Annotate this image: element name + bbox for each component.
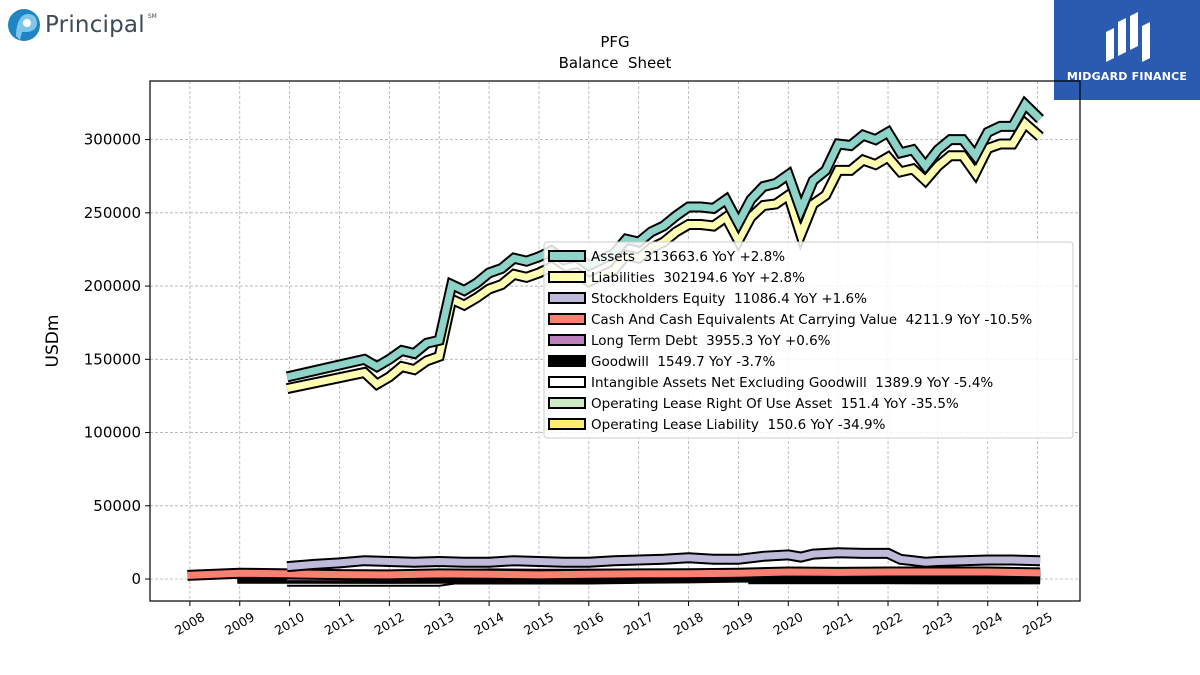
legend-label: Operating Lease Right Of Use Asset 151.4… [591, 396, 959, 412]
y-tick-label: 250000 [84, 204, 141, 222]
x-tick-label: 2015 [521, 609, 556, 638]
x-tick-label: 2022 [870, 609, 905, 638]
series-assets [285, 95, 1044, 383]
x-tick-label: 2023 [920, 609, 955, 638]
x-tick-label: 2019 [721, 609, 756, 638]
x-tick-label: 2008 [172, 609, 207, 638]
x-tick-label: 2017 [621, 609, 656, 638]
legend-swatch [548, 355, 586, 367]
series-line [286, 98, 1043, 381]
x-tick-label: 2024 [970, 609, 1005, 638]
legend: Assets 313663.6 YoY +2.8% Liabilities 302… [543, 241, 1074, 439]
y-tick-label: 50000 [93, 497, 141, 515]
legend-swatch [548, 292, 586, 304]
principal-logo-text: Principal [45, 12, 145, 38]
x-tick-label: 2010 [272, 609, 307, 638]
x-tick-label: 2012 [372, 609, 407, 638]
series-lines [187, 95, 1044, 587]
series-line [187, 568, 1041, 579]
legend-swatch [548, 250, 586, 262]
midgard-finance-logo: MIDGARD FINANCE [1054, 0, 1200, 100]
legend-swatch [548, 376, 586, 388]
x-tick-label: 2009 [222, 609, 257, 638]
service-mark: SM [147, 12, 157, 20]
y-tick-label: 150000 [84, 350, 141, 368]
legend-label: Goodwill 1549.7 YoY -3.7% [591, 354, 776, 370]
x-tick-label: 2014 [471, 609, 506, 638]
principal-logo: Principal SM [6, 4, 157, 46]
plot-frame [149, 80, 1081, 602]
legend-swatch [548, 313, 586, 325]
legend-swatch [548, 334, 586, 346]
y-tick-label: 300000 [84, 131, 141, 149]
chart-ticker: PFG [600, 33, 629, 51]
legend-box [543, 241, 1074, 439]
legend-label: Liabilities 302194.6 YoY +2.8% [591, 270, 805, 286]
y-tick-label: 200000 [84, 277, 141, 295]
chart-title: Balance Sheet [559, 54, 672, 72]
legend-label: Intangible Assets Net Excluding Goodwill… [591, 375, 993, 391]
principal-logo-icon [8, 9, 40, 41]
legend-label: Cash And Cash Equivalents At Carrying Va… [591, 312, 1032, 328]
y-axis-label: USDm [43, 315, 63, 368]
x-tick-label: 2016 [571, 609, 606, 638]
midgard-finance-text: MIDGARD FINANCE [1066, 70, 1188, 83]
series-stockholders-equity [286, 547, 1041, 573]
y-tick-label: 0 [131, 570, 141, 588]
y-tick-label: 100000 [84, 424, 141, 442]
series-line [286, 549, 1041, 571]
x-tick-label: 2011 [322, 609, 357, 638]
x-tick-label: 2021 [820, 609, 855, 638]
legend-swatch [548, 271, 586, 283]
midgard-m-icon [1106, 12, 1150, 62]
series-cash-and-cash-equivalents-at-carrying-value [187, 566, 1041, 581]
x-tick-label: 2013 [421, 609, 456, 638]
legend-label: Stockholders Equity 11086.4 YoY +1.6% [591, 291, 867, 307]
x-tick-label: 2025 [1020, 609, 1055, 638]
x-tick-label: 2018 [671, 609, 706, 638]
legend-swatch [548, 418, 586, 430]
legend-swatch [548, 397, 586, 409]
legend-label: Operating Lease Liability 150.6 YoY -34.… [591, 417, 886, 433]
legend-label: Assets 313663.6 YoY +2.8% [591, 249, 785, 265]
x-tick-label: 2020 [771, 609, 806, 638]
series-line [286, 118, 1043, 393]
series-liabilities [285, 115, 1044, 394]
legend-label: Long Term Debt 3955.3 YoY +0.6% [591, 333, 831, 349]
